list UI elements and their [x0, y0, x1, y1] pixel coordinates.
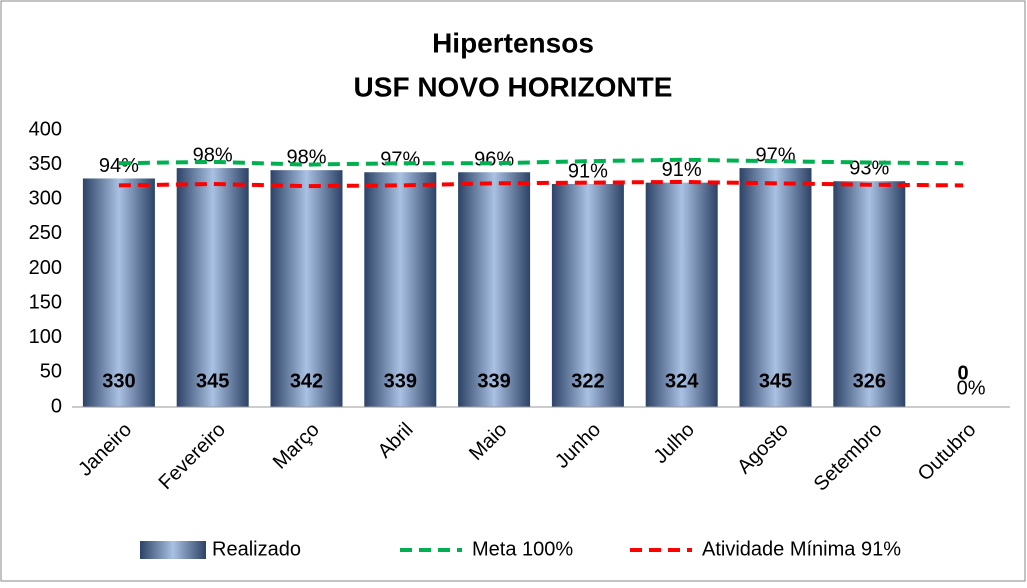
bar-value-label: 345: [759, 370, 792, 392]
legend-label: Meta 100%: [472, 538, 573, 560]
bar-value-label: 342: [290, 370, 323, 392]
legend-label: Realizado: [212, 538, 301, 560]
y-tick-label: 350: [29, 153, 62, 175]
bar: [364, 172, 437, 407]
bar-value-label: 339: [384, 370, 417, 392]
percent-label: 97%: [380, 149, 420, 171]
bar: [833, 181, 906, 407]
percent-label: 91%: [568, 160, 608, 182]
bar: [270, 170, 343, 407]
bar: [176, 168, 249, 407]
y-tick-label: 250: [29, 222, 62, 244]
bar-value-label: 330: [102, 370, 135, 392]
y-tick-label: 200: [29, 257, 62, 279]
bar: [551, 184, 624, 407]
y-tick-label: 0: [51, 395, 62, 417]
y-tick-label: 100: [29, 326, 62, 348]
line: [118, 157, 964, 167]
bar-value-label: 339: [477, 370, 510, 392]
bar: [645, 182, 718, 407]
percent-label: 94%: [99, 155, 139, 177]
y-tick-label: 300: [29, 188, 62, 210]
bar-value-label: 326: [853, 370, 886, 392]
percent-label: 0%: [957, 377, 986, 399]
y-tick-label: 50: [40, 361, 62, 383]
legend-label: Atividade Mínima 91%: [702, 538, 901, 560]
bar-value-label: 324: [665, 370, 699, 392]
percent-label: 96%: [474, 149, 514, 171]
bar-value-label: 345: [196, 370, 229, 392]
y-tick-label: 400: [29, 118, 62, 140]
chart-subtitle: USF NOVO HORIZONTE: [354, 71, 673, 102]
bar: [739, 168, 812, 407]
legend-swatch: [140, 541, 206, 559]
chart-title: Hipertensos: [432, 27, 594, 58]
bar-value-label: 322: [571, 370, 604, 392]
bar: [458, 172, 531, 407]
line: [118, 179, 964, 189]
bar: [82, 178, 155, 407]
percent-label: 91%: [662, 159, 702, 181]
bar-value-label: 0: [958, 362, 969, 384]
y-tick-label: 150: [29, 291, 62, 313]
